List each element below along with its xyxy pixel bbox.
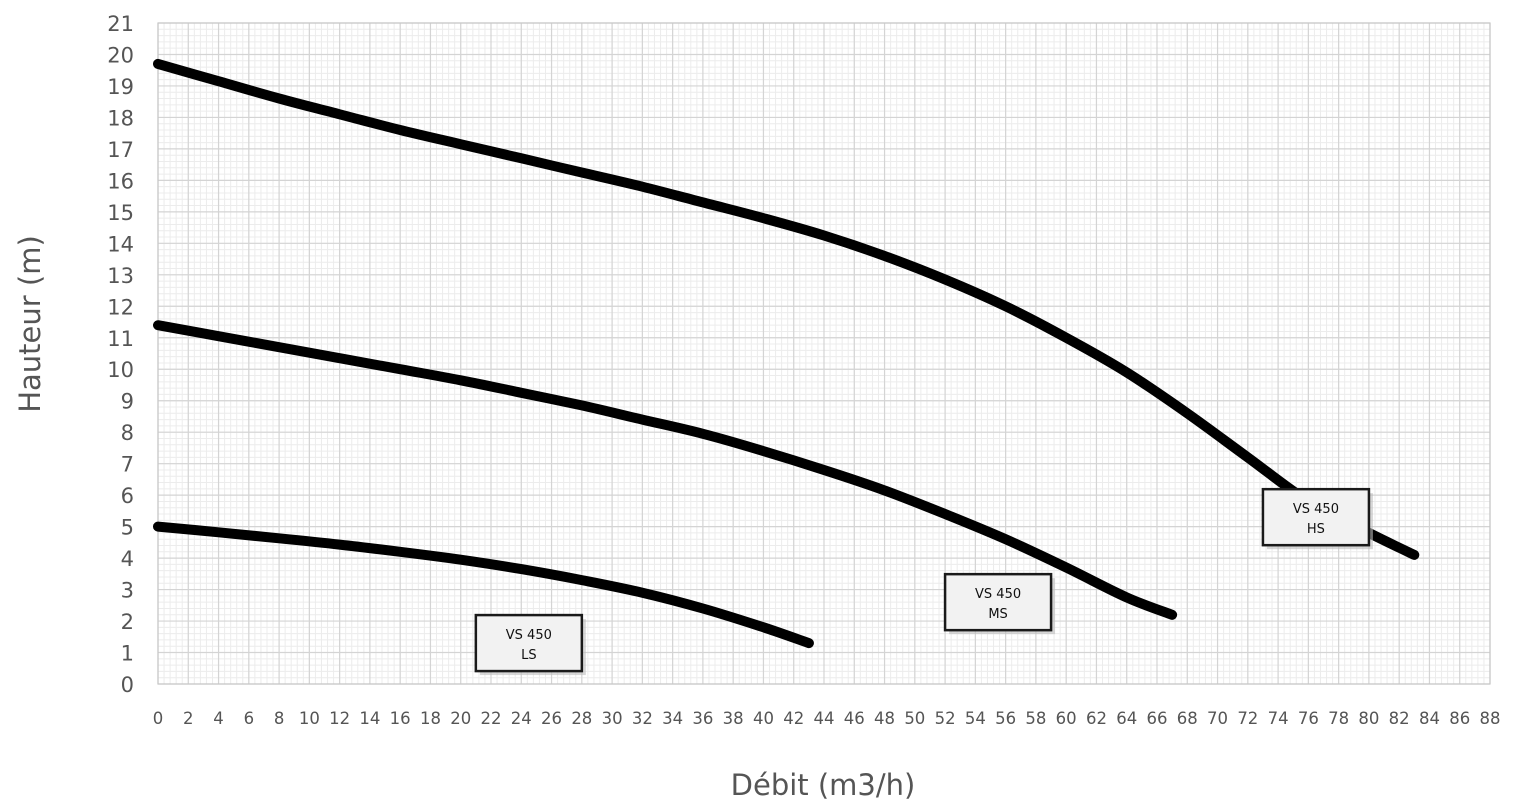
x-tick-label: 48: [874, 709, 895, 728]
x-tick-label: 34: [662, 709, 683, 728]
x-tick-label: 24: [511, 709, 532, 728]
x-axis-ticks: 0 2 4 6 8 10 12 14 16 18 20 22 24 26 28 30 32 34 36 38 40 42 4…: [153, 709, 1501, 728]
plot-border: [157, 22, 1491, 685]
y-axis-title: Hauteur (m): [13, 235, 47, 413]
y-tick-label: 17: [107, 138, 134, 162]
x-tick-label: 12: [329, 709, 350, 728]
label-box: [474, 613, 584, 673]
y-tick-label: 2: [121, 610, 134, 634]
y-tick-label: 12: [107, 295, 134, 319]
x-tick-label: 76: [1298, 709, 1319, 728]
y-tick-label: 0: [121, 673, 134, 697]
y-tick-label: 18: [107, 106, 134, 130]
x-tick-label: 56: [995, 709, 1016, 728]
y-tick-label: 4: [121, 547, 134, 571]
x-tick-label: 36: [692, 709, 713, 728]
y-tick-label: 6: [121, 484, 134, 508]
x-tick-label: 44: [814, 709, 835, 728]
series-line-hs: [153, 58, 1420, 560]
series-label-ls: VS 450 LS: [474, 613, 586, 676]
x-tick-label: 8: [274, 709, 285, 728]
y-tick-label: 9: [121, 390, 134, 414]
y-tick-label: 11: [107, 327, 134, 351]
y-tick-label: 5: [121, 516, 134, 540]
x-tick-label: 80: [1358, 709, 1379, 728]
x-tick-label: 60: [1056, 709, 1077, 728]
label-line-1: VS 450: [506, 628, 552, 643]
y-tick-label: 13: [107, 264, 134, 288]
x-tick-label: 26: [541, 709, 562, 728]
x-tick-label: 72: [1237, 709, 1258, 728]
x-tick-label: 20: [450, 709, 471, 728]
x-tick-label: 42: [783, 709, 804, 728]
x-tick-label: 32: [632, 709, 653, 728]
y-tick-label: 1: [121, 642, 134, 666]
x-tick-label: 64: [1116, 709, 1137, 728]
x-tick-label: 2: [183, 709, 194, 728]
series-label-ms: VS 450 MS: [943, 572, 1056, 635]
x-tick-label: 46: [844, 709, 865, 728]
x-tick-label: 62: [1086, 709, 1107, 728]
label-box: [1261, 487, 1371, 547]
x-tick-label: 30: [602, 709, 623, 728]
series-labels: VS 450 HS VS 450 MS VS 450 LS: [474, 487, 1373, 676]
label-box: [943, 572, 1053, 632]
x-tick-label: 84: [1419, 709, 1440, 728]
x-axis-title: Débit (m3/h): [731, 768, 916, 802]
x-tick-label: 18: [420, 709, 441, 728]
x-tick-label: 68: [1177, 709, 1198, 728]
y-tick-label: 8: [121, 421, 134, 445]
x-tick-label: 38: [723, 709, 744, 728]
series-lines: [153, 58, 1420, 649]
x-tick-label: 28: [571, 709, 592, 728]
x-tick-label: 16: [390, 709, 411, 728]
y-tick-label: 20: [107, 43, 134, 67]
label-line-2: LS: [521, 648, 537, 663]
label-line-2: MS: [988, 607, 1007, 622]
y-tick-label: 3: [121, 579, 134, 603]
y-tick-label: 7: [121, 453, 134, 477]
y-tick-label: 16: [107, 169, 134, 193]
y-tick-label: 10: [107, 358, 134, 382]
x-tick-label: 6: [244, 709, 255, 728]
x-tick-label: 78: [1328, 709, 1349, 728]
x-tick-label: 54: [965, 709, 986, 728]
label-line-1: VS 450: [975, 587, 1021, 602]
x-tick-label: 10: [299, 709, 320, 728]
x-tick-label: 22: [481, 709, 502, 728]
y-tick-label: 14: [107, 232, 134, 256]
x-tick-label: 0: [153, 709, 164, 728]
x-tick-label: 86: [1449, 709, 1470, 728]
y-tick-label: 19: [107, 75, 134, 99]
y-tick-label: 15: [107, 201, 134, 225]
x-tick-label: 74: [1268, 709, 1289, 728]
x-tick-label: 88: [1480, 709, 1501, 728]
label-line-2: HS: [1307, 522, 1325, 537]
x-tick-label: 52: [935, 709, 956, 728]
x-tick-label: 66: [1147, 709, 1168, 728]
series-label-hs: VS 450 HS: [1261, 487, 1373, 550]
label-line-1: VS 450: [1293, 502, 1339, 517]
series-line-ls: [153, 521, 814, 649]
x-tick-label: 50: [904, 709, 925, 728]
x-tick-label: 4: [213, 709, 224, 728]
x-tick-label: 70: [1207, 709, 1228, 728]
x-tick-label: 14: [359, 709, 380, 728]
y-tick-label: 21: [107, 12, 134, 36]
x-tick-label: 40: [753, 709, 774, 728]
x-tick-label: 58: [1025, 709, 1046, 728]
series-line-ms: [153, 320, 1178, 620]
x-tick-label: 82: [1389, 709, 1410, 728]
